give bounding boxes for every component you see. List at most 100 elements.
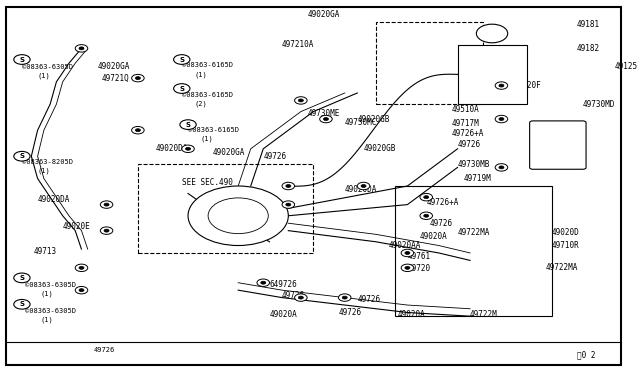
Circle shape bbox=[14, 299, 30, 309]
Circle shape bbox=[79, 289, 84, 292]
Text: 49726: 49726 bbox=[282, 291, 305, 300]
Text: 49020F: 49020F bbox=[514, 81, 541, 90]
Text: S: S bbox=[19, 275, 24, 281]
Text: 49181: 49181 bbox=[577, 20, 600, 29]
Circle shape bbox=[186, 147, 191, 150]
Circle shape bbox=[180, 120, 196, 129]
Circle shape bbox=[257, 279, 269, 286]
Circle shape bbox=[424, 196, 429, 199]
Text: 49726+A: 49726+A bbox=[451, 129, 484, 138]
Text: ©08363-6165D: ©08363-6165D bbox=[182, 92, 233, 98]
Circle shape bbox=[79, 47, 84, 50]
Text: 49020GB: 49020GB bbox=[357, 115, 390, 124]
Text: ©08363-6305D: ©08363-6305D bbox=[25, 282, 76, 288]
Circle shape bbox=[424, 214, 429, 217]
Circle shape bbox=[208, 198, 268, 234]
Text: (1): (1) bbox=[41, 317, 54, 323]
Circle shape bbox=[132, 74, 144, 82]
Text: 49726: 49726 bbox=[357, 295, 380, 304]
Circle shape bbox=[401, 264, 413, 272]
Circle shape bbox=[282, 201, 294, 208]
Text: 49020GA: 49020GA bbox=[97, 62, 129, 71]
Circle shape bbox=[323, 118, 328, 121]
Circle shape bbox=[100, 201, 113, 208]
Circle shape bbox=[173, 55, 190, 64]
Circle shape bbox=[104, 203, 109, 206]
Text: 49726: 49726 bbox=[429, 219, 452, 228]
Circle shape bbox=[294, 97, 307, 104]
Bar bbox=[138, 164, 314, 253]
Text: 49728M: 49728M bbox=[470, 92, 498, 101]
Circle shape bbox=[405, 251, 410, 254]
Circle shape bbox=[319, 115, 332, 123]
Text: 49720: 49720 bbox=[408, 264, 431, 273]
Text: 49730MB: 49730MB bbox=[458, 160, 490, 169]
Circle shape bbox=[260, 281, 266, 284]
Bar bbox=[376, 22, 483, 104]
Circle shape bbox=[476, 24, 508, 43]
Text: 49020DA: 49020DA bbox=[38, 195, 70, 203]
Text: (1): (1) bbox=[38, 168, 51, 174]
Text: S: S bbox=[179, 57, 184, 62]
Circle shape bbox=[420, 212, 433, 219]
Text: 649726: 649726 bbox=[269, 280, 297, 289]
Text: 49761: 49761 bbox=[408, 252, 431, 261]
Circle shape bbox=[14, 273, 30, 283]
Text: SEE SEC.490: SEE SEC.490 bbox=[182, 178, 233, 187]
Text: ©08363-8205D: ©08363-8205D bbox=[22, 159, 73, 165]
Text: 49726+A: 49726+A bbox=[426, 198, 459, 207]
Circle shape bbox=[499, 166, 504, 169]
Text: 49730MC: 49730MC bbox=[345, 118, 377, 127]
Text: 49182: 49182 bbox=[577, 44, 600, 53]
Text: (2): (2) bbox=[195, 101, 207, 108]
Circle shape bbox=[286, 185, 291, 187]
Text: 49713: 49713 bbox=[33, 247, 56, 256]
Text: 49020DA: 49020DA bbox=[156, 144, 188, 153]
Text: 49726: 49726 bbox=[458, 140, 481, 149]
Bar bbox=[395, 186, 552, 316]
Text: 49020A: 49020A bbox=[420, 232, 448, 241]
Text: 49020A: 49020A bbox=[269, 310, 297, 319]
Circle shape bbox=[100, 227, 113, 234]
FancyBboxPatch shape bbox=[530, 121, 586, 169]
Text: 49722MA: 49722MA bbox=[458, 228, 490, 237]
Circle shape bbox=[14, 55, 30, 64]
Circle shape bbox=[14, 151, 30, 161]
Circle shape bbox=[286, 203, 291, 206]
Text: 49020AA: 49020AA bbox=[388, 241, 421, 250]
Text: 49726: 49726 bbox=[339, 308, 362, 317]
Text: S: S bbox=[179, 86, 184, 92]
Circle shape bbox=[495, 115, 508, 123]
Text: ©08363-6165D: ©08363-6165D bbox=[182, 62, 233, 68]
Circle shape bbox=[357, 182, 370, 190]
Circle shape bbox=[76, 264, 88, 272]
Circle shape bbox=[342, 296, 348, 299]
Circle shape bbox=[401, 249, 413, 257]
Text: S: S bbox=[19, 301, 24, 307]
Circle shape bbox=[173, 84, 190, 93]
Text: 49020GA: 49020GA bbox=[213, 148, 246, 157]
Text: (1): (1) bbox=[38, 72, 51, 79]
Circle shape bbox=[76, 45, 88, 52]
Text: 49730ME: 49730ME bbox=[307, 109, 339, 118]
Text: ©08363-6305D: ©08363-6305D bbox=[25, 308, 76, 314]
Circle shape bbox=[298, 99, 303, 102]
Text: 49125: 49125 bbox=[614, 62, 637, 71]
Text: 49020GB: 49020GB bbox=[364, 144, 396, 153]
Text: S: S bbox=[19, 57, 24, 62]
Text: 49717M: 49717M bbox=[451, 119, 479, 128]
Text: 49726: 49726 bbox=[263, 152, 286, 161]
Text: 49020E: 49020E bbox=[63, 222, 90, 231]
Text: 49722M: 49722M bbox=[470, 310, 498, 319]
Text: 49020GA: 49020GA bbox=[307, 10, 339, 19]
Circle shape bbox=[104, 229, 109, 232]
Circle shape bbox=[298, 296, 303, 299]
Text: ©08363-6305D: ©08363-6305D bbox=[22, 64, 73, 70]
Text: (1): (1) bbox=[41, 291, 54, 297]
Circle shape bbox=[339, 294, 351, 301]
Text: 49710R: 49710R bbox=[552, 241, 579, 250]
Text: S: S bbox=[19, 153, 24, 159]
Text: 鞗0 2: 鞗0 2 bbox=[577, 351, 595, 360]
Circle shape bbox=[361, 185, 366, 187]
Bar bbox=[458, 45, 527, 104]
